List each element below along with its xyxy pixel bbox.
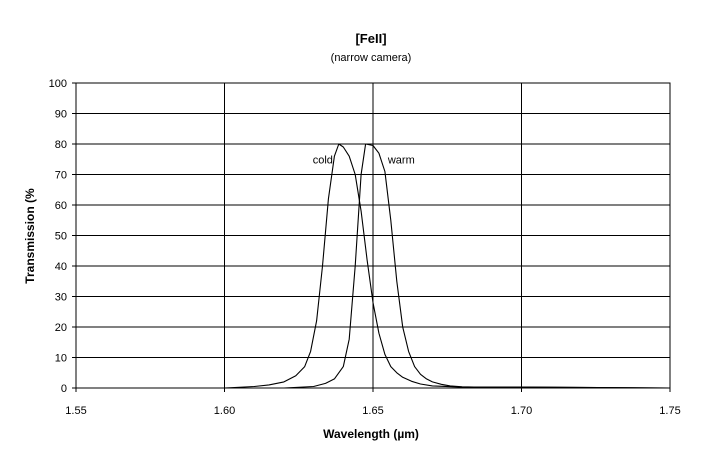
x-tick-label: 1.75 bbox=[659, 405, 680, 417]
x-tick-label: 1.60 bbox=[214, 405, 235, 417]
chart-subtitle: (narrow camera) bbox=[331, 52, 412, 64]
annotation-warm: warm bbox=[387, 154, 415, 166]
annotation-cold: cold bbox=[313, 154, 333, 166]
y-tick-label: 100 bbox=[49, 78, 67, 90]
y-axis-label: Transmission (% bbox=[23, 188, 37, 284]
y-tick-label: 0 bbox=[61, 383, 67, 395]
y-tick-label: 50 bbox=[55, 231, 67, 243]
y-tick-label: 30 bbox=[55, 292, 67, 304]
x-axis-label: Wavelength (µm) bbox=[323, 427, 419, 441]
x-tick-label: 1.65 bbox=[362, 405, 383, 417]
y-tick-label: 90 bbox=[55, 109, 67, 121]
plot-frame bbox=[75, 82, 671, 389]
plot-area: 0 10 20 30 40 50 60 70 80 90 100 1.55 1.60 1.65 1.70 1.… bbox=[49, 78, 681, 417]
series-line-cold bbox=[76, 143, 671, 389]
series-line-warm bbox=[76, 143, 671, 389]
chart-title: [FeII] bbox=[355, 31, 386, 46]
x-tick-label: 1.55 bbox=[65, 405, 86, 417]
x-tick-label: 1.70 bbox=[511, 405, 532, 417]
y-tick-label: 40 bbox=[55, 261, 67, 273]
y-tick-label: 20 bbox=[55, 322, 67, 334]
y-tick-label: 70 bbox=[55, 170, 67, 182]
y-tick-label: 10 bbox=[55, 353, 67, 365]
y-tick-label: 80 bbox=[55, 139, 67, 151]
y-tick-label: 60 bbox=[55, 200, 67, 212]
